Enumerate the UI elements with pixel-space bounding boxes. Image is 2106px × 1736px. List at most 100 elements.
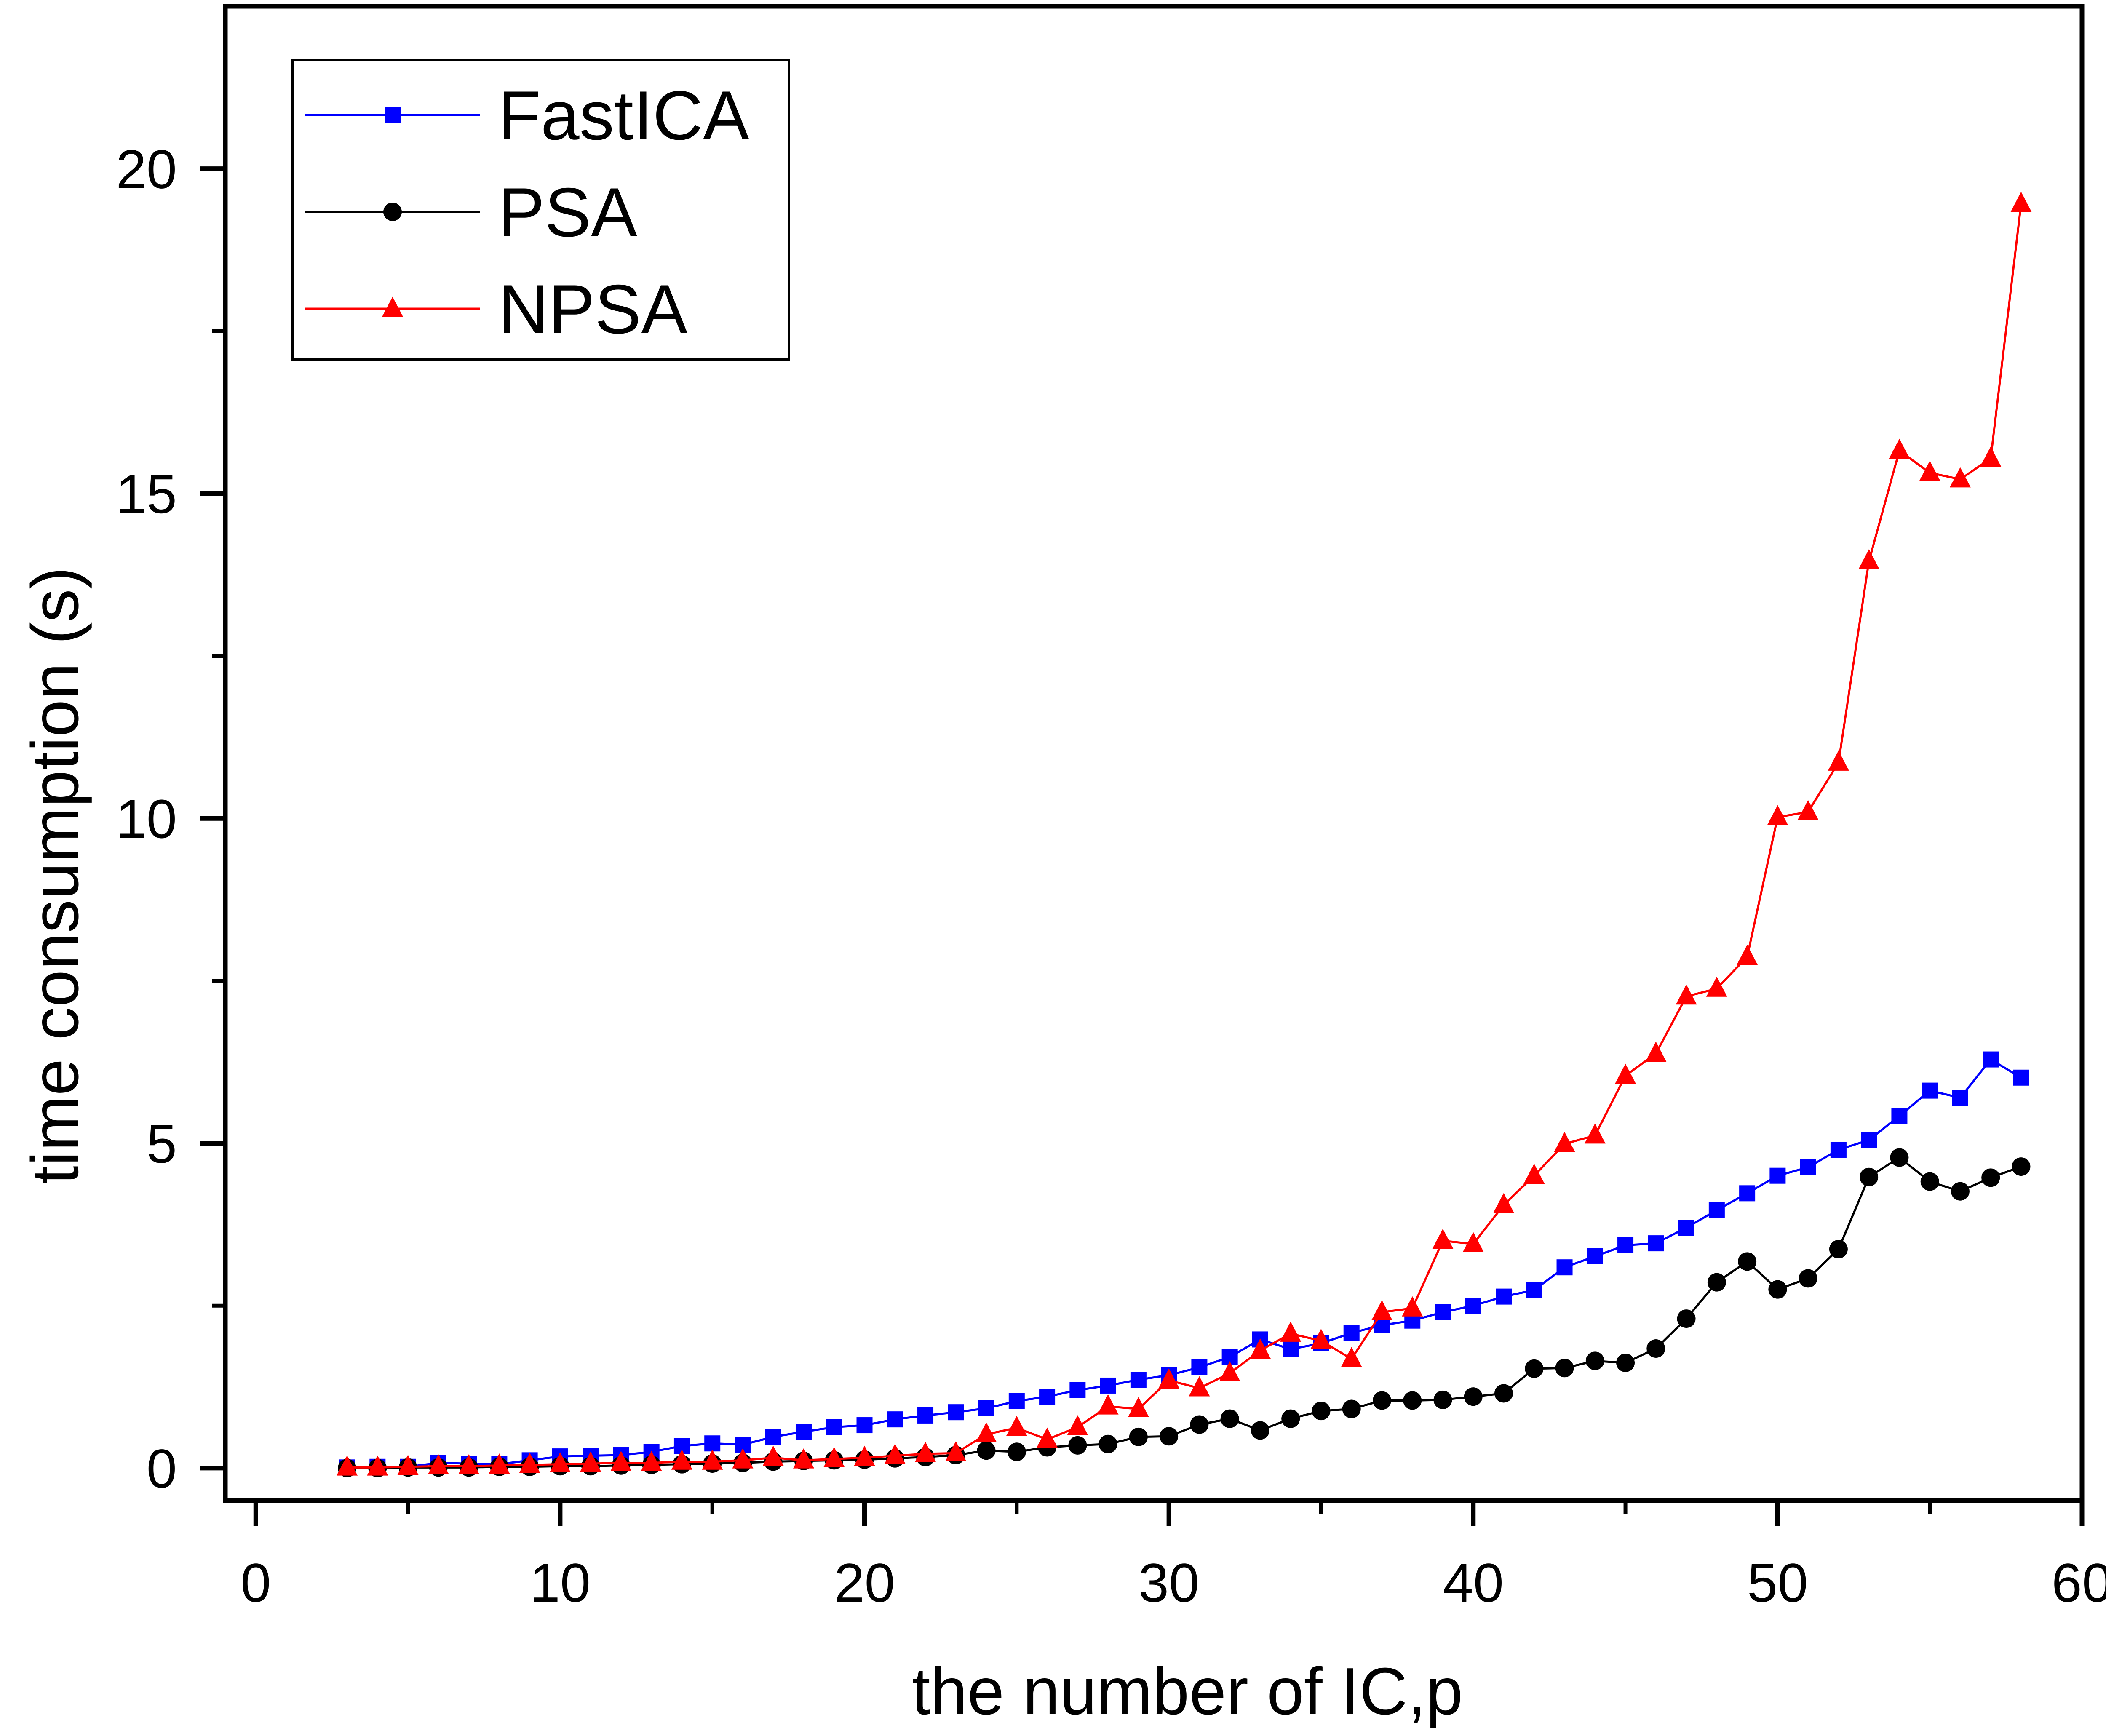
- data-point-fastica: [765, 1429, 781, 1445]
- data-point-npsa: [702, 1449, 723, 1470]
- data-point-fastica: [826, 1419, 842, 1435]
- data-point-fastica: [1343, 1325, 1360, 1341]
- data-point-psa: [1890, 1148, 1909, 1167]
- data-point-fastica: [1039, 1389, 1056, 1405]
- data-point-psa: [1342, 1399, 1361, 1418]
- data-point-psa: [1494, 1384, 1513, 1403]
- data-point-psa: [1707, 1273, 1726, 1292]
- data-point-npsa: [1706, 976, 1727, 997]
- data-point-npsa: [337, 1455, 358, 1476]
- x-tick-label: 0: [241, 1552, 271, 1613]
- data-point-psa: [1160, 1427, 1179, 1446]
- legend-label: PSA: [498, 174, 637, 251]
- data-point-fastica: [1830, 1141, 1847, 1158]
- data-point-npsa: [975, 1422, 997, 1442]
- y-axis-label: time consumption (s): [18, 567, 92, 1184]
- data-point-npsa: [1615, 1063, 1636, 1084]
- y-tick-label: 5: [147, 1113, 177, 1175]
- legend-marker-npsa: [382, 296, 403, 317]
- data-point-npsa: [671, 1449, 692, 1470]
- x-tick-label: 30: [1139, 1552, 1200, 1613]
- data-point-npsa: [1341, 1347, 1362, 1367]
- data-point-psa: [1372, 1391, 1391, 1410]
- data-point-fastica: [1891, 1108, 1908, 1124]
- data-point-npsa: [1189, 1376, 1210, 1397]
- data-point-psa: [1312, 1402, 1331, 1421]
- data-point-npsa: [915, 1442, 936, 1462]
- x-axis-label: the number of IC,p: [912, 1654, 1463, 1728]
- data-point-npsa: [732, 1448, 754, 1469]
- data-point-npsa: [1797, 800, 1819, 820]
- data-point-psa: [2012, 1157, 2031, 1176]
- data-point-psa: [1951, 1182, 1970, 1201]
- data-point-npsa: [397, 1455, 419, 1475]
- series-npsa: [337, 192, 2032, 1476]
- data-point-fastica: [1130, 1372, 1147, 1388]
- data-point-psa: [1220, 1409, 1239, 1428]
- data-point-npsa: [1767, 805, 1788, 825]
- data-point-psa: [977, 1441, 996, 1460]
- data-point-psa: [1646, 1339, 1665, 1358]
- data-point-psa: [1281, 1409, 1300, 1428]
- data-point-npsa: [641, 1451, 662, 1471]
- x-tick-label: 50: [1747, 1552, 1808, 1613]
- data-point-fastica: [1708, 1202, 1725, 1218]
- data-point-psa: [1251, 1421, 1269, 1440]
- data-point-npsa: [549, 1452, 571, 1472]
- data-point-fastica: [1648, 1235, 1664, 1252]
- data-point-npsa: [1128, 1397, 1149, 1417]
- data-point-psa: [1981, 1168, 2000, 1187]
- legend-marker-fastica: [385, 107, 401, 123]
- data-point-psa: [1768, 1280, 1787, 1299]
- data-point-npsa: [1158, 1368, 1180, 1389]
- data-point-fastica: [1526, 1282, 1542, 1298]
- data-point-fastica: [1283, 1341, 1299, 1357]
- data-point-fastica: [1069, 1382, 1086, 1398]
- data-point-npsa: [1554, 1132, 1575, 1152]
- data-point-fastica: [1678, 1220, 1694, 1236]
- data-point-psa: [1190, 1415, 1209, 1434]
- data-point-npsa: [1980, 446, 2002, 467]
- data-point-npsa: [1462, 1232, 1484, 1252]
- data-point-psa: [1920, 1172, 1939, 1191]
- legend-label: FastICA: [498, 77, 749, 154]
- data-point-npsa: [1037, 1427, 1058, 1448]
- data-point-fastica: [887, 1411, 903, 1428]
- data-point-npsa: [1371, 1300, 1392, 1320]
- data-point-npsa: [1310, 1328, 1332, 1349]
- data-point-psa: [1829, 1240, 1848, 1259]
- data-point-npsa: [1828, 750, 1849, 771]
- data-point-fastica: [795, 1424, 812, 1440]
- data-point-npsa: [1067, 1415, 1088, 1436]
- y-tick-label: 0: [147, 1438, 177, 1499]
- data-point-fastica: [1100, 1377, 1116, 1394]
- data-point-npsa: [1889, 438, 1910, 459]
- data-point-fastica: [2013, 1069, 2029, 1086]
- data-point-psa: [1677, 1309, 1696, 1328]
- data-point-fastica: [1861, 1132, 1877, 1148]
- data-point-psa: [1525, 1359, 1544, 1378]
- data-point-npsa: [580, 1451, 601, 1472]
- data-point-fastica: [1435, 1304, 1451, 1320]
- data-point-fastica: [1587, 1248, 1603, 1264]
- data-point-psa: [1799, 1269, 1817, 1288]
- data-point-psa: [1860, 1167, 1879, 1186]
- data-point-npsa: [1523, 1164, 1545, 1184]
- y-tick-label: 10: [116, 788, 177, 849]
- data-point-npsa: [1645, 1042, 1667, 1062]
- data-point-npsa: [1219, 1361, 1240, 1381]
- data-point-npsa: [1858, 549, 1880, 569]
- data-point-psa: [1738, 1252, 1757, 1271]
- data-point-npsa: [1402, 1296, 1423, 1317]
- data-point-npsa: [367, 1455, 388, 1476]
- data-point-fastica: [1191, 1359, 1208, 1375]
- data-point-fastica: [1617, 1237, 1634, 1253]
- data-point-fastica: [1800, 1159, 1816, 1175]
- legend-item-fastica: FastICA: [305, 77, 749, 154]
- data-point-psa: [1129, 1427, 1148, 1446]
- data-point-npsa: [489, 1453, 510, 1474]
- data-point-fastica: [704, 1435, 721, 1452]
- x-tick-label: 10: [530, 1552, 591, 1613]
- legend-label: NPSA: [498, 270, 687, 348]
